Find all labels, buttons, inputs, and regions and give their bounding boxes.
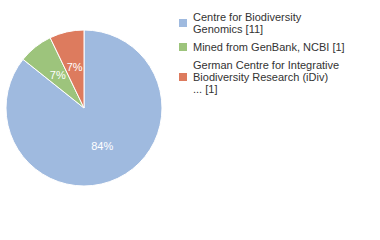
- svg-text:Genomics [11]: Genomics [11]: [193, 23, 263, 35]
- svg-text:Mined from GenBank, NCBI [1]: Mined from GenBank, NCBI [1]: [193, 41, 345, 53]
- svg-text:84%: 84%: [91, 140, 113, 152]
- svg-text:7%: 7%: [67, 61, 83, 73]
- svg-text:... [1]: ... [1]: [193, 83, 217, 95]
- svg-text:German Centre for Integrative: German Centre for Integrative: [193, 59, 339, 71]
- svg-text:Centre for Biodiversity: Centre for Biodiversity: [193, 11, 302, 23]
- svg-text:7%: 7%: [50, 69, 66, 81]
- svg-text:Biodiversity Research (iDiv): Biodiversity Research (iDiv): [193, 71, 328, 83]
